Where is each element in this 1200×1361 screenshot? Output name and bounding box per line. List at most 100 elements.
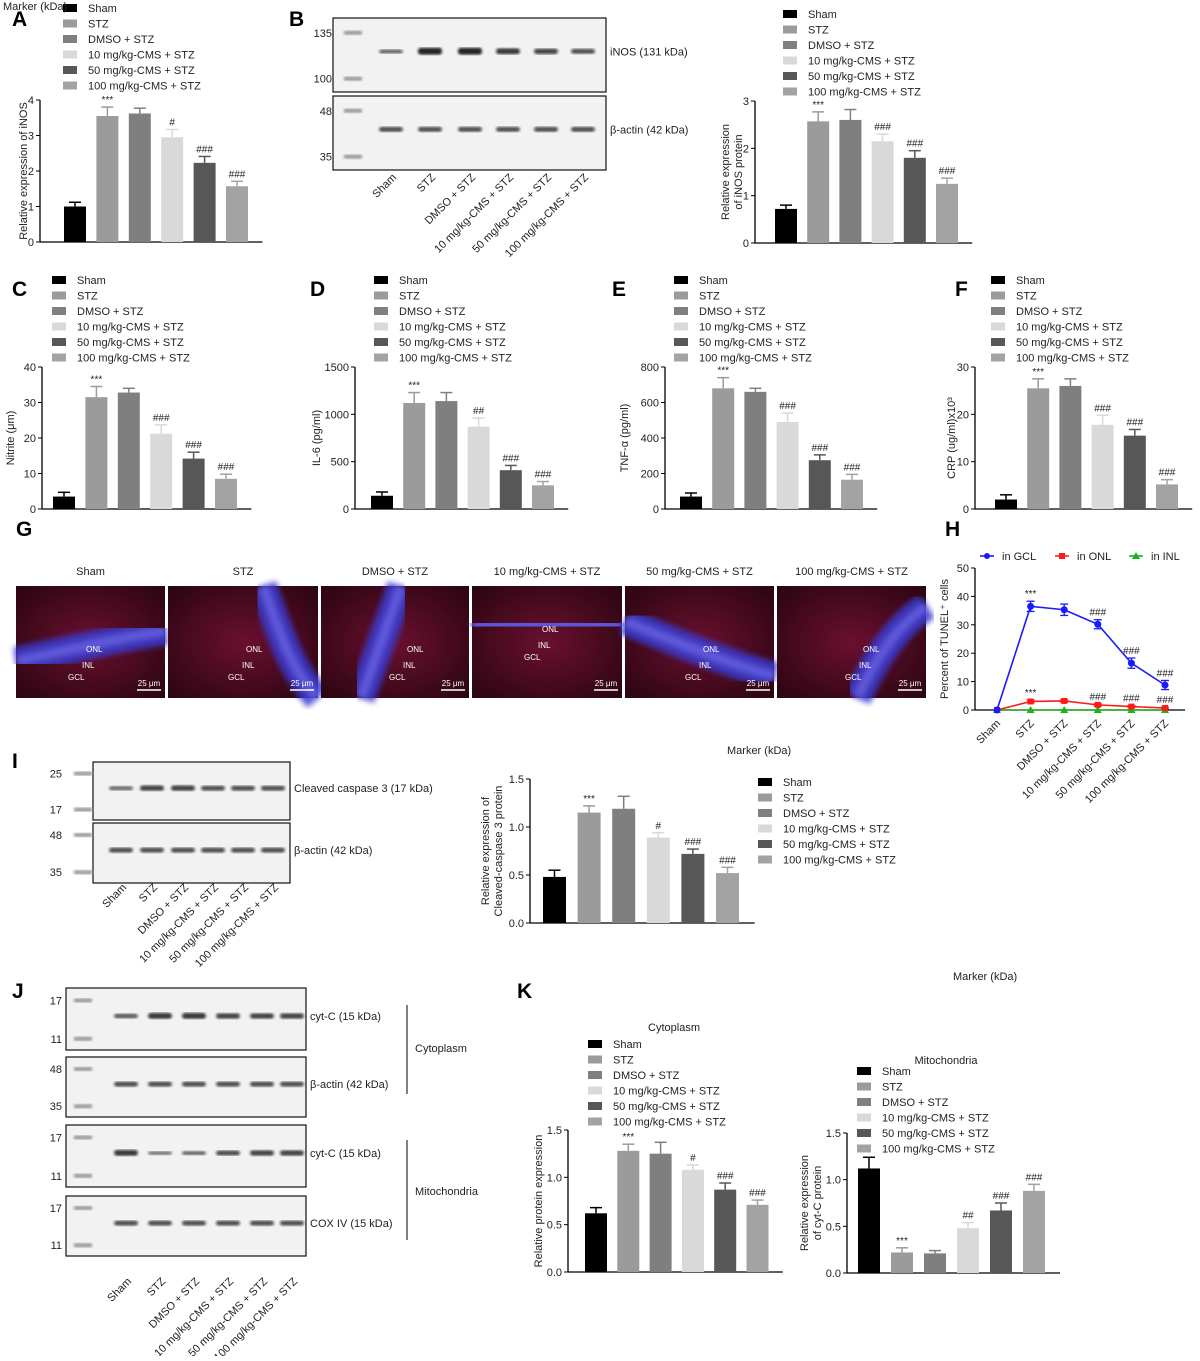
legend-swatch (991, 291, 1005, 300)
legend-swatch (374, 276, 388, 284)
marker-band (74, 807, 92, 812)
legend-label: STZ (1016, 291, 1037, 303)
y-axis-label: TNF-α (pg/ml) (619, 404, 631, 473)
blot-row-label: β-actin (42 kDa) (294, 845, 372, 857)
bar-2 (577, 812, 601, 923)
x-tick-label: STZ (1014, 717, 1037, 740)
legend-swatch (63, 19, 77, 28)
scale-bar-label: 25 μm (291, 679, 314, 688)
blot-membrane (332, 17, 607, 93)
legend-label: 50 mg/kg-CMS + STZ (399, 337, 506, 349)
fraction-label-cytoplasm: Cytoplasm (415, 1043, 467, 1055)
nuclear-layer-core (852, 601, 930, 701)
layer-label-inl: INL (403, 661, 416, 670)
legend-swatch (63, 81, 77, 90)
protein-band (182, 1151, 206, 1156)
bar-6 (936, 183, 958, 243)
significance-mark: ### (844, 462, 861, 473)
legend-label: STZ (808, 25, 829, 37)
significance-mark: ### (1123, 694, 1140, 705)
marker-band (344, 30, 362, 35)
layer-label-inl: INL (242, 661, 255, 670)
protein-band (379, 126, 403, 132)
legend-swatch (857, 1098, 871, 1106)
legend-label: STZ (77, 291, 98, 303)
marker-kda-label: 11 (51, 1240, 62, 1252)
data-point (993, 706, 1001, 714)
protein-band (379, 49, 403, 54)
scale-bar-label: 25 μm (595, 679, 618, 688)
legend-marker (984, 553, 990, 559)
legend-swatch (674, 353, 688, 362)
bar-3 (128, 113, 151, 243)
bar-4 (681, 1169, 704, 1272)
marker-title: Marker (kDa) (3, 1, 67, 13)
panel-label-k: K (517, 980, 532, 1003)
bar-1 (64, 206, 86, 242)
bar-2 (891, 1252, 913, 1273)
significance-mark: ### (1123, 646, 1140, 657)
layer-label-gcl: GCL (228, 673, 245, 682)
data-point (1094, 701, 1101, 708)
significance-mark: ### (939, 166, 956, 177)
marker-band (74, 870, 92, 875)
data-point (1162, 705, 1168, 712)
legend-swatch (52, 291, 66, 300)
y-tick-label: 30 (957, 362, 969, 374)
legend-label: in GCL (1002, 551, 1036, 563)
y-axis-label: Relative expression of (480, 796, 492, 905)
micrograph-label: DMSO + STZ (362, 566, 429, 578)
legend-swatch (758, 809, 772, 817)
protein-band (109, 786, 133, 791)
significance-mark: ### (1159, 468, 1176, 479)
legend-swatch (588, 1086, 602, 1095)
significance-mark: *** (622, 1132, 634, 1143)
bar-1 (585, 1213, 607, 1272)
legend-swatch (857, 1129, 871, 1137)
chart-h: 0 10 20 30 40 50 Percent of TUNEL⁺ cells Sham ST… (939, 551, 1185, 806)
legend-label: Sham (783, 777, 812, 789)
y-tick-label: 0.5 (826, 1221, 841, 1233)
legend-label: DMSO + STZ (699, 306, 766, 318)
legend-label: Sham (88, 3, 117, 15)
protein-band (280, 1081, 304, 1087)
protein-band (182, 1220, 206, 1226)
micrograph-label: STZ (233, 566, 254, 578)
legend-label: STZ (613, 1055, 634, 1067)
legend-label: 50 mg/kg-CMS + STZ (88, 65, 195, 77)
fraction-label-mitochondria: Mitochondria (415, 1186, 479, 1198)
y-axis-label: Relative expression (799, 1155, 811, 1251)
lane-label: Sham (370, 172, 399, 201)
legend-marker (1132, 552, 1140, 559)
protein-band (534, 48, 558, 55)
legend-label: 50 mg/kg-CMS + STZ (77, 337, 184, 349)
marker-kda-label: 48 (320, 106, 332, 118)
y-tick-label: 1.0 (509, 822, 524, 834)
marker-kda-label: 100 (314, 74, 332, 86)
bar-6 (532, 485, 554, 509)
y-tick-label: 10 (957, 457, 969, 469)
y-tick-label: 30 (957, 620, 969, 632)
significance-mark: ### (1126, 417, 1143, 428)
bar-1 (775, 208, 797, 243)
legend-label: 10 mg/kg-CMS + STZ (77, 322, 184, 334)
chart-k-mitochondria: 0.0 0.5 1.0 1.5 Relative expression of cyt-C … (799, 1055, 1060, 1280)
legend-swatch (588, 1040, 602, 1048)
bar-6 (841, 479, 863, 509)
chart-f: 0 10 20 30 CRP (ug/ml)x10³ *** ### ### ### (946, 362, 1193, 516)
blot-membrane (65, 1056, 307, 1118)
bar-3 (744, 391, 767, 509)
y-tick-label: 1 (28, 202, 34, 214)
legend-swatch (857, 1067, 871, 1075)
marker-band (74, 833, 92, 837)
y-tick-label: 3 (743, 96, 749, 108)
legend-label: Sham (808, 9, 837, 21)
micrograph-label: 50 mg/kg-CMS + STZ (646, 566, 753, 578)
y-axis-label: Cleaved-caspase 3 protein (493, 786, 505, 917)
protein-band (140, 847, 164, 853)
significance-mark: *** (583, 794, 595, 805)
y-tick-label: 0 (343, 504, 349, 516)
lane-label: STZ (145, 1275, 168, 1298)
significance-mark: ### (1094, 403, 1111, 414)
